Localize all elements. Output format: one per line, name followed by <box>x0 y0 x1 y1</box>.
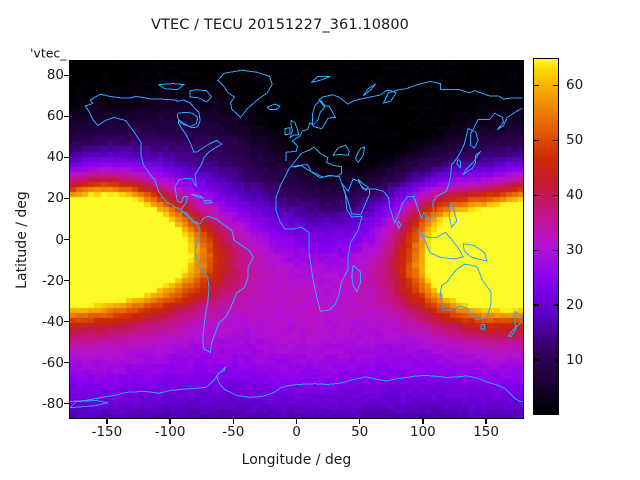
y-tick <box>64 197 69 200</box>
y-tick-label: 40 <box>46 149 64 166</box>
y-axis-title: Latitude / deg <box>14 191 30 289</box>
y-tick-label: -20 <box>41 272 64 289</box>
x-tick <box>106 419 108 424</box>
y-tick <box>64 361 69 364</box>
colorbar-tick-label: 50 <box>566 132 584 149</box>
x-tick <box>422 419 424 424</box>
colorbar-tick <box>533 249 539 251</box>
y-tick-label: -40 <box>41 313 64 330</box>
colorbar-tick <box>553 359 559 361</box>
y-tick <box>64 402 69 405</box>
x-tick-label: 150 <box>473 424 499 440</box>
colorbar-tick <box>553 249 559 251</box>
x-tick-label: -50 <box>222 424 245 440</box>
y-tick-label: 20 <box>46 190 64 207</box>
colorbar-tick <box>533 84 539 87</box>
colorbar-tick <box>553 194 559 196</box>
colorbar-tick-label: 10 <box>566 352 584 369</box>
colorbar-tick <box>553 84 559 87</box>
colorbar-tick-label: 60 <box>566 77 584 94</box>
x-tick <box>358 419 361 424</box>
x-tick-label: 100 <box>409 424 436 440</box>
colorbar-tick-label: 40 <box>566 187 584 204</box>
y-tick-label: 80 <box>46 67 64 84</box>
coastline-overlay <box>70 69 523 409</box>
x-tick-label: 0 <box>292 424 301 440</box>
colorbar-tick <box>533 194 539 196</box>
x-tick <box>485 419 487 424</box>
map-plot-area <box>69 60 524 419</box>
colorbar-tick-label: 20 <box>566 297 584 314</box>
y-tick <box>64 74 69 77</box>
x-tick-label: -100 <box>154 424 186 440</box>
clipped-vtec-label: 'vtec_ <box>30 45 67 61</box>
y-tick <box>64 156 69 159</box>
colorbar <box>533 58 559 415</box>
y-tick <box>64 279 69 282</box>
colorbar-tick-label: 30 <box>566 242 584 259</box>
colorbar-tick <box>533 359 539 361</box>
y-tick-label: 60 <box>46 108 64 125</box>
x-axis-title: Longitude / deg <box>241 452 352 468</box>
y-tick <box>64 238 69 241</box>
figure-title: VTEC / TECU 20151227_361.10800 <box>151 17 409 33</box>
x-tick-label: 50 <box>351 424 369 440</box>
y-tick-label: -80 <box>41 395 64 412</box>
colorbar-tick <box>553 304 559 306</box>
y-tick-label: 0 <box>55 231 64 248</box>
y-tick <box>64 115 69 118</box>
x-tick-label: -150 <box>91 424 123 440</box>
x-tick <box>295 419 298 424</box>
colorbar-tick <box>553 139 559 142</box>
colorbar-gradient <box>534 59 558 414</box>
colorbar-tick <box>533 304 539 306</box>
y-tick-label: -60 <box>41 354 64 371</box>
x-tick <box>232 419 234 424</box>
y-tick <box>64 320 69 323</box>
vtec-heatmap-field <box>70 61 523 418</box>
colorbar-tick <box>533 139 539 142</box>
x-tick <box>169 419 171 424</box>
